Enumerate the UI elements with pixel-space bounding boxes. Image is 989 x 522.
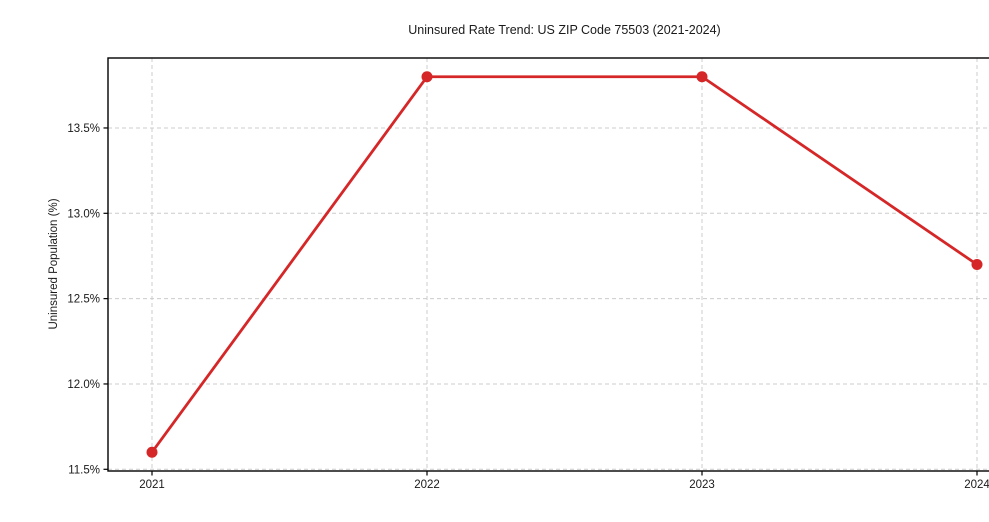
y-tick-label: 13.0%: [67, 208, 100, 220]
data-point: [971, 259, 983, 270]
data-point: [146, 446, 158, 458]
chart-title: Uninsured Rate Trend: US ZIP Code 75503 …: [408, 23, 721, 37]
y-tick-label: 11.5%: [68, 464, 100, 476]
axes-frame: [107, 57, 989, 472]
x-tick-label: 2021: [139, 479, 165, 491]
x-tick-label: 2023: [689, 479, 715, 491]
plot-area: 11.5% 12.0% 12.5% 13.0% 13.5% 2021 2022 2023 202…: [67, 57, 989, 491]
data-point: [421, 71, 433, 83]
x-tick-label: 2024: [964, 479, 989, 491]
y-tick-label: 12.5%: [67, 294, 100, 306]
y-tick-label: 12.0%: [67, 379, 100, 391]
y-tick-label: 13.5%: [67, 123, 100, 135]
x-tick-label: 2022: [414, 479, 440, 491]
trend-line: [150, 75, 979, 454]
data-point: [696, 71, 708, 83]
uninsured-rate-line-chart: Uninsured Rate Trend: US ZIP Code 75503 …: [40, 16, 989, 506]
y-axis-label: Uninsured Population (%): [48, 198, 60, 330]
